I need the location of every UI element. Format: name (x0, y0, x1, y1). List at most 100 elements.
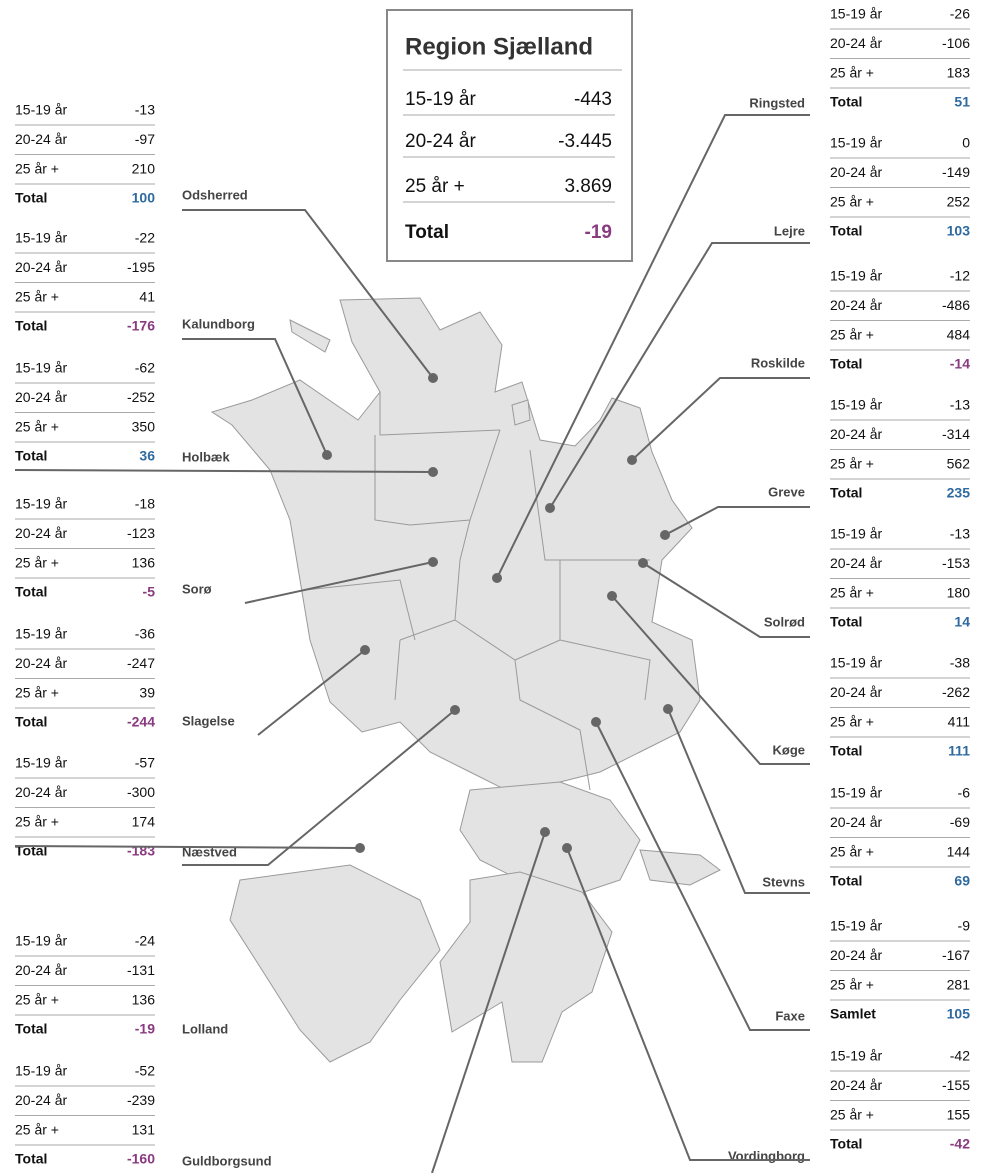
row-label: 15-19 år (15, 1063, 67, 1079)
total-label: Total (830, 873, 862, 889)
row-value: -13 (950, 526, 970, 542)
row-value: -314 (942, 426, 970, 442)
total-label: Total (830, 743, 862, 759)
row-value: 131 (132, 1122, 156, 1138)
box-row-label: 20-24 år (405, 131, 476, 152)
total-value: -183 (127, 843, 155, 859)
south-zealand (459, 781, 641, 901)
lolland (229, 864, 441, 1063)
row-value: 183 (947, 65, 971, 81)
row-value: 484 (947, 327, 971, 343)
municipal-borders (304, 392, 651, 791)
row-label: 15-19 år (15, 626, 67, 642)
row-label: 15-19 år (830, 655, 882, 671)
leader-line (667, 708, 810, 894)
leader-line (664, 506, 810, 536)
row-value: -57 (135, 755, 155, 771)
row-label: 20-24 år (830, 1077, 882, 1093)
total-value: 69 (954, 873, 970, 889)
box-row-value: -3.445 (558, 131, 612, 152)
row-value: -252 (127, 389, 155, 405)
row-value: 39 (139, 685, 155, 701)
row-value: -262 (942, 684, 970, 700)
leader-line (642, 562, 810, 638)
row-value: -69 (950, 814, 970, 830)
row-label: 15-19 år (15, 360, 67, 376)
row-label: 25 år + (15, 419, 59, 435)
box-row-label: 15-19 år (405, 89, 476, 110)
total-value: -42 (950, 1136, 970, 1152)
row-label: 20-24 år (830, 164, 882, 180)
row-label: 15-19 år (830, 526, 882, 542)
row-value: 281 (947, 977, 971, 993)
row-label: 15-19 år (830, 397, 882, 413)
region-dot (360, 645, 370, 655)
row-value: -36 (135, 626, 155, 642)
region-dot (428, 373, 438, 383)
row-label: 20-24 år (830, 814, 882, 830)
total-value: -19 (135, 1021, 155, 1037)
row-value: -13 (950, 397, 970, 413)
row-value: -195 (127, 259, 155, 275)
region-dot (591, 717, 601, 727)
leader-line (244, 561, 434, 604)
region-dot (428, 467, 438, 477)
row-value: -13 (135, 102, 155, 118)
box-frame (386, 9, 633, 262)
row-label: 20-24 år (830, 555, 882, 571)
row-value: -153 (942, 555, 970, 571)
row-value: 180 (947, 585, 971, 601)
region-name: Sorø (182, 581, 212, 596)
region-dot (428, 557, 438, 567)
row-value: 155 (947, 1107, 971, 1123)
row-label: 25 år + (15, 814, 59, 830)
row-label: 20-24 år (15, 784, 67, 800)
row-label: 25 år + (830, 1107, 874, 1123)
row-value: -149 (942, 164, 970, 180)
total-value: -14 (950, 356, 970, 372)
box-row-value: -443 (574, 89, 612, 110)
row-label: 15-19 år (15, 755, 67, 771)
leader-line (431, 831, 546, 1173)
row-label: 15-19 år (15, 230, 67, 246)
row-label: 15-19 år (830, 135, 882, 151)
leader-line (611, 595, 810, 765)
row-label: 20-24 år (15, 259, 67, 275)
total-label: Total (15, 318, 47, 334)
region-name: Holbæk (182, 449, 230, 464)
total-label: Total (830, 223, 862, 239)
row-label: 15-19 år (830, 785, 882, 801)
row-label: 25 år + (15, 289, 59, 305)
total-value: 105 (947, 1006, 971, 1022)
islet (289, 319, 331, 353)
falster (439, 871, 613, 1063)
row-label: 15-19 år (830, 6, 882, 22)
region-name: Slagelse (182, 713, 235, 728)
row-label: 25 år + (15, 555, 59, 571)
map (210, 297, 721, 1063)
row-label: 20-24 år (830, 35, 882, 51)
region-dot (540, 827, 550, 837)
box-title: Region Sjælland (405, 33, 593, 60)
total-label: Total (830, 1136, 862, 1152)
row-value: 41 (139, 289, 155, 305)
leader-line (14, 845, 361, 849)
row-value: 210 (132, 161, 156, 177)
total-label: Total (15, 584, 47, 600)
region-name: Lolland (182, 1021, 228, 1036)
row-value: -106 (942, 35, 970, 51)
leader-line (566, 847, 810, 1161)
total-value: 103 (947, 223, 971, 239)
region-dot (660, 530, 670, 540)
row-label: 25 år + (830, 194, 874, 210)
region-name: Odsherred (182, 187, 248, 202)
region-name: Ringsted (749, 95, 805, 110)
total-value: -5 (143, 584, 156, 600)
row-value: -155 (942, 1077, 970, 1093)
row-value: 136 (132, 992, 156, 1008)
row-value: 136 (132, 555, 156, 571)
total-label: Samlet (830, 1006, 876, 1022)
region-dot (322, 450, 332, 460)
row-value: -52 (135, 1063, 155, 1079)
